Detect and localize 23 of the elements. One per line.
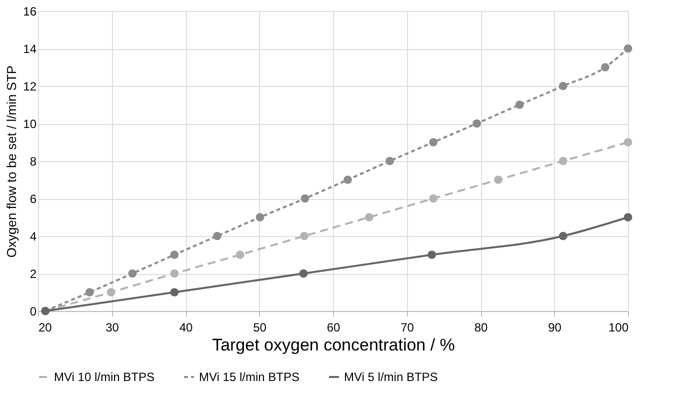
y-tick-label: 16: [23, 4, 37, 18]
y-tick-label: 12: [23, 80, 37, 94]
y-tick-label: 10: [23, 117, 37, 131]
legend-label: MVi 10 l/min BTPS: [54, 370, 154, 384]
x-tick-label: 30: [106, 320, 120, 334]
x-tick-label: 20: [38, 320, 52, 334]
x-tick-label: 70: [400, 320, 414, 334]
y-axis-title: Oxygen flow to be set / l/min STP: [4, 65, 20, 258]
x-tick-label: 40: [179, 320, 193, 334]
y-tick-label: 6: [30, 192, 37, 206]
legend-label: MVi 5 l/min BTPS: [344, 370, 438, 384]
y-tick-label: 8: [30, 154, 37, 168]
y-tick-label: 14: [23, 42, 37, 56]
x-tick-label: 90: [548, 320, 562, 334]
y-tick-label: 2: [30, 267, 37, 281]
x-tick-label: 60: [326, 320, 340, 334]
x-axis-title: Target oxygen concentration / %: [212, 336, 455, 354]
y-tick-label: 4: [30, 230, 37, 244]
x-tick-label: 100: [608, 320, 629, 334]
y-tick-label: 0: [30, 304, 37, 318]
x-tick-label: 50: [253, 320, 267, 334]
x-tick-label: 80: [474, 320, 488, 334]
legend-label: MVi 15 l/min BTPS: [199, 370, 300, 384]
